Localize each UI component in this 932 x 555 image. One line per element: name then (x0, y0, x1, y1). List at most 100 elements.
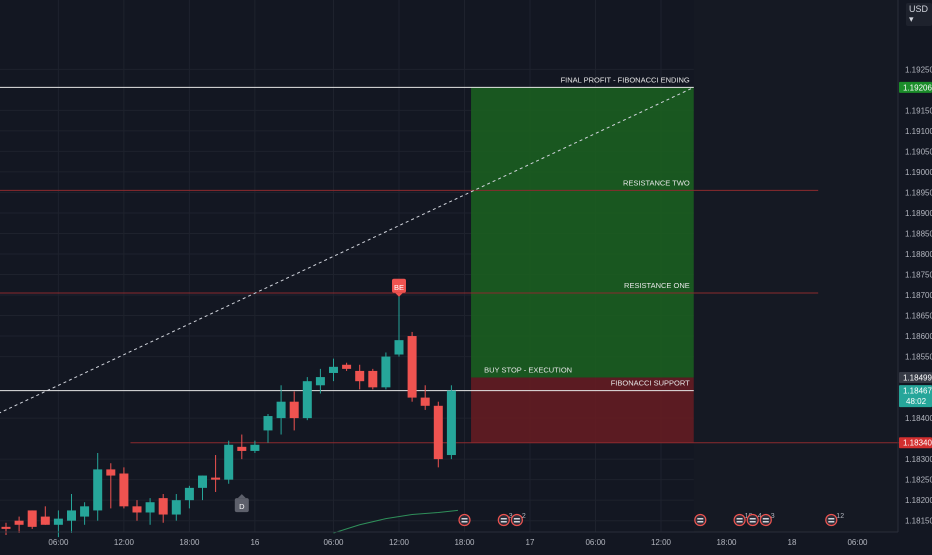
flag-stripe (513, 518, 520, 520)
candle-body[interactable] (93, 469, 103, 511)
price-tick-label: 1.18300 (905, 455, 932, 464)
economic-event-icon[interactable] (458, 513, 471, 527)
candle-body[interactable] (276, 401, 286, 419)
flag-icon (694, 513, 707, 527)
candle-body[interactable] (381, 356, 391, 388)
candle-body[interactable] (224, 444, 234, 480)
target-zone (471, 87, 694, 378)
price-tick-label: 1.18800 (905, 250, 932, 259)
price-tick-label: 1.18700 (905, 291, 932, 300)
candle-body[interactable] (250, 444, 260, 451)
time-axis[interactable]: 06:00 12:00 18:00 16 06:00 12:00 18:00 17 06:00 1… (0, 531, 898, 547)
candles[interactable] (1, 295, 456, 538)
candle-body[interactable] (342, 364, 352, 369)
candle-body[interactable] (433, 405, 443, 460)
candle-body[interactable] (329, 366, 338, 373)
economic-event-icon[interactable]: 3 (497, 513, 513, 527)
price-tick-label: 1.18850 (905, 229, 932, 238)
markers[interactable]: BE D (234, 278, 406, 513)
economic-event-icon[interactable]: 3 (759, 513, 775, 527)
price-tick-label: 1.19100 (905, 127, 932, 136)
price-label-bg (899, 371, 932, 383)
price-tick-label: 1.18900 (905, 209, 932, 218)
candle-body[interactable] (27, 510, 37, 527)
candle-body[interactable] (106, 469, 116, 476)
price-tick-label: 1.18400 (905, 414, 932, 423)
candle-body[interactable] (407, 336, 417, 398)
price-tick-label: 1.18950 (905, 188, 932, 197)
candle-body[interactable] (158, 498, 168, 515)
candle-body[interactable] (263, 416, 273, 431)
event-icons[interactable]: 32104312 (458, 513, 844, 527)
future-area (693, 0, 898, 532)
flag-stripe (500, 518, 507, 520)
time-tick-label: 06:00 (585, 538, 606, 547)
candle-body[interactable] (184, 487, 194, 501)
candle-body[interactable] (171, 500, 181, 515)
economic-event-icon[interactable]: 4 (746, 513, 762, 527)
candle-body[interactable] (53, 518, 63, 525)
flag-stripe (500, 521, 507, 523)
time-tick-label: 18 (788, 538, 797, 547)
price-tick-label: 1.18650 (905, 312, 932, 321)
candle-body[interactable] (394, 340, 404, 355)
economic-event-icon[interactable]: 12 (825, 513, 844, 527)
candle-body[interactable] (80, 506, 90, 517)
candle-body[interactable] (420, 397, 430, 406)
flag-icon (497, 513, 510, 527)
volume-ma-line (333, 509, 459, 534)
price-label-text: 1.18340 (903, 439, 932, 448)
event-count: 4 (758, 513, 762, 520)
flag-stripe (736, 518, 743, 520)
economic-event-icon[interactable] (694, 513, 707, 527)
currency-selector[interactable]: USD ▾ (906, 3, 932, 26)
annotation-label: RESISTANCE ONE (624, 281, 690, 290)
candle-body[interactable] (289, 401, 299, 419)
candle-body[interactable] (145, 502, 155, 513)
price-tick-label: 1.19000 (905, 168, 932, 177)
candle-body[interactable] (40, 516, 50, 525)
marker-be[interactable]: BE (392, 278, 406, 297)
candle-body[interactable] (14, 520, 24, 525)
event-count: 3 (771, 513, 775, 520)
price-label: 1.18499 (899, 371, 932, 383)
candle-body[interactable] (315, 377, 325, 386)
time-tick-label: 18:00 (179, 538, 200, 547)
candle-body[interactable] (119, 473, 129, 507)
flag-stripe (828, 521, 835, 523)
candle-body[interactable] (446, 390, 456, 456)
candle-body[interactable] (368, 370, 378, 388)
event-count: 12 (836, 513, 844, 520)
event-count: 2 (522, 513, 526, 520)
candle-body[interactable] (132, 506, 142, 513)
marker-pointer (237, 494, 246, 499)
candle-body[interactable] (237, 446, 247, 451)
marker-badge (234, 498, 249, 513)
flag-icon (825, 513, 838, 527)
candle-body[interactable] (355, 370, 365, 382)
candle-body[interactable] (302, 381, 312, 419)
economic-event-icon[interactable]: 2 (510, 513, 526, 527)
position-zones (471, 87, 694, 443)
price-label-text: 1.19206 (903, 83, 932, 92)
candle-body[interactable] (211, 477, 221, 480)
candle-body[interactable] (1, 526, 11, 529)
flag-stripe (828, 518, 835, 520)
price-axis[interactable]: 1.19250 1.19150 1.19100 1.19050 1.19000 1.189… (897, 0, 932, 532)
price-label-text: 1.18499 (903, 373, 932, 382)
marker-d[interactable]: D (234, 494, 249, 513)
annotation-label: BUY STOP - EXECUTION (484, 365, 572, 374)
price-tick-label: 1.18150 (905, 517, 932, 526)
volume-ma-line (333, 509, 459, 534)
flag-stripe (736, 521, 743, 523)
stop-zone (471, 377, 694, 443)
price-label: 1.18340 (899, 437, 932, 449)
chevron-down-icon: ▾ (909, 14, 914, 24)
candle-body[interactable] (67, 510, 76, 521)
candle-body[interactable] (198, 475, 207, 488)
flag-stripe (749, 521, 756, 523)
countdown-text: 48:02 (906, 397, 927, 406)
